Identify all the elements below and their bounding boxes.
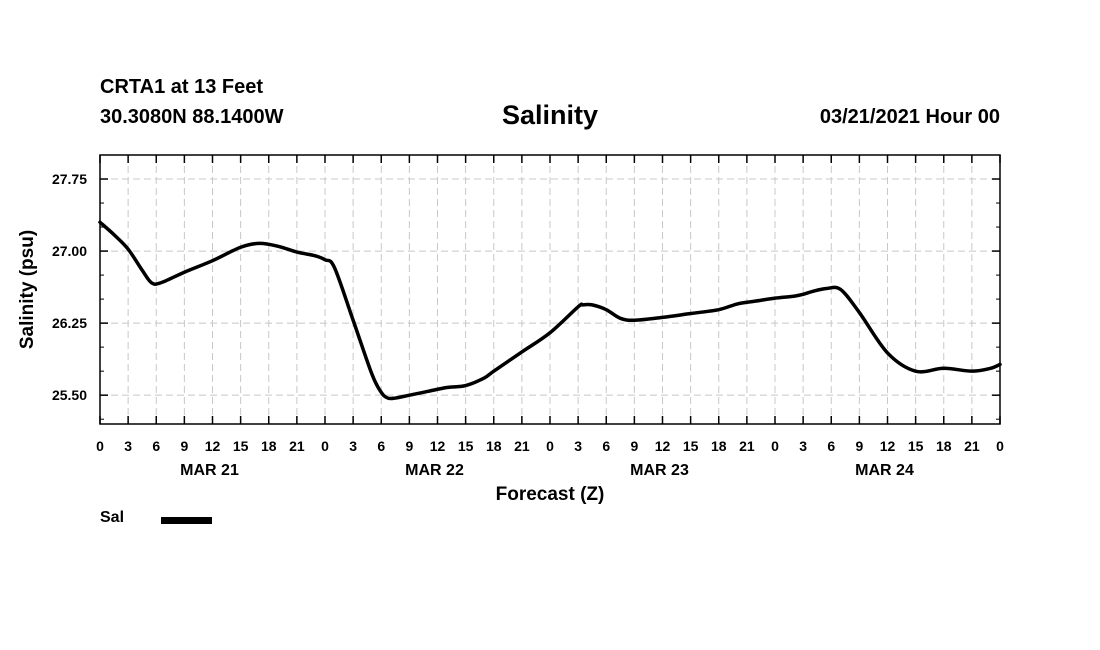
y-tick-label: 27.75 [52,171,87,187]
x-tick-label: 12 [430,438,446,454]
station-label: CRTA1 at 13 Feet [100,76,264,98]
y-axis-title: Salinity (psu) [17,230,38,349]
legend-swatch [161,517,212,524]
x-tick-label: 15 [233,438,249,454]
legend-label: Sal [100,509,125,526]
x-tick-label: 3 [799,438,807,454]
x-tick-label: 6 [152,438,160,454]
x-tick-label: 3 [349,438,357,454]
axis-ticks [99,155,1001,424]
y-tick-label: 27.00 [52,243,87,259]
station-coordinates: 30.3080N 88.1400W [100,106,284,128]
salinity-series-line [98,220,1002,401]
x-tick-label: 9 [180,438,188,454]
x-axis-title: Forecast (Z) [496,484,605,505]
y-tick-label: 25.50 [52,387,87,403]
chart-title: Salinity [501,100,599,130]
axis-labels: 0 3 6 9 12 15 18 21 0 3 6 9 12 15 18 21 0 3 6 9 12 15 18 21 0 3 6 9… [52,171,1004,479]
x-tick-label: 6 [377,438,385,454]
x-tick-label: 3 [574,438,582,454]
x-tick-label: 15 [683,438,699,454]
x-tick-label: 0 [321,438,329,454]
x-tick-label: 9 [855,438,863,454]
x-tick-label: 21 [739,438,755,454]
x-tick-label: 18 [936,438,952,454]
x-tick-label: 18 [261,438,277,454]
x-tick-label: 6 [602,438,610,454]
x-tick-label: 12 [205,438,221,454]
x-tick-label: 9 [630,438,638,454]
x-day-label: MAR 21 [180,462,239,479]
x-tick-label: 3 [124,438,132,454]
x-tick-label: 12 [880,438,896,454]
grid-lines [100,155,1000,424]
x-tick-label: 12 [655,438,671,454]
x-tick-label: 15 [908,438,924,454]
forecast-datetime: 03/21/2021 Hour 00 [819,106,1000,128]
x-tick-label: 21 [964,438,980,454]
x-tick-label: 0 [771,438,779,454]
x-tick-label: 6 [827,438,835,454]
x-tick-label: 0 [96,438,104,454]
x-tick-label: 15 [458,438,474,454]
x-tick-label: 21 [514,438,530,454]
x-tick-label: 18 [711,438,727,454]
x-tick-label: 9 [405,438,413,454]
x-day-label: MAR 24 [855,462,914,479]
y-tick-label: 26.25 [52,315,87,331]
x-tick-label: 21 [289,438,305,454]
plot-frame [99,154,1001,425]
x-tick-label: 18 [486,438,502,454]
x-tick-label: 0 [546,438,554,454]
x-day-label: MAR 22 [405,462,464,479]
x-day-label: MAR 23 [630,462,689,479]
x-tick-label: 0 [996,438,1004,454]
